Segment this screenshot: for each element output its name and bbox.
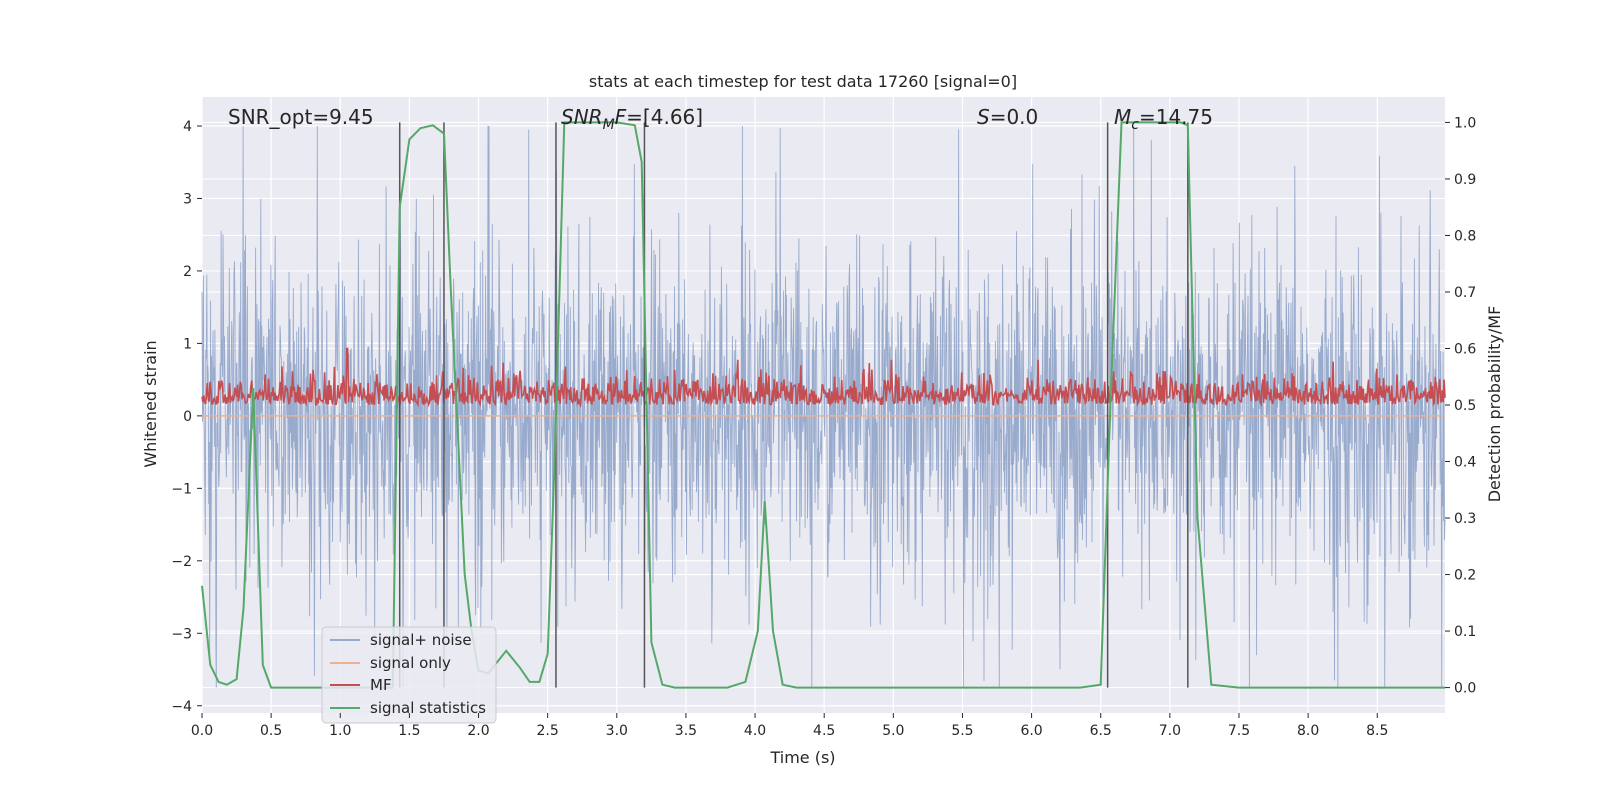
- axes: 0.0 0.5 1.0 1.5 2.0 2.5 3.0 3.5 4.0 4.5 5.0 5.5 6.0 6…: [171, 115, 1476, 739]
- legend-item-mf: MF: [330, 676, 392, 694]
- y-tick-label-left: 1: [183, 336, 192, 352]
- x-tick-label: 6.5: [1090, 723, 1112, 739]
- annotation-snr-mf-value: =[4.66]: [626, 105, 703, 129]
- x-tick-label: 2.0: [467, 723, 489, 739]
- x-tick-label: 0.0: [191, 723, 213, 739]
- x-tick-label: 8.0: [1297, 723, 1319, 739]
- y-tick-label-right: 0.8: [1454, 228, 1476, 244]
- annotation-mc: Mc=14.75: [1114, 105, 1213, 133]
- y-tick-label-left: −3: [171, 626, 192, 642]
- legend-item-signal-noise: signal+ noise: [330, 631, 472, 649]
- y-tick-label-left: −2: [171, 554, 192, 570]
- x-tick-label: 7.5: [1228, 723, 1250, 739]
- legend-box: [321, 626, 497, 724]
- legend: signal+ noise signal only MF signal stat…: [321, 626, 497, 724]
- y-tick-label-right: 0.0: [1454, 681, 1476, 697]
- y-tick-label-right: 0.1: [1454, 624, 1476, 640]
- x-tick-label: 8.5: [1366, 723, 1388, 739]
- legend-label-signal-statistics: signal statistics: [370, 699, 486, 717]
- x-tick-label: 3.5: [675, 723, 697, 739]
- y-tick-label-right: 0.2: [1454, 568, 1476, 584]
- y-axis-label-right: Detection probability/MF: [1485, 306, 1504, 503]
- plot-area: [201, 97, 1446, 713]
- y-tick-label-right: 0.5: [1454, 398, 1476, 414]
- series-signal-noise: [201, 125, 1446, 688]
- legend-label-signal-only: signal only: [370, 654, 451, 672]
- x-tick-label: 4.5: [813, 723, 835, 739]
- y-tick-label-left: 3: [183, 191, 192, 207]
- x-tick-label: 2.5: [537, 723, 559, 739]
- y-tick-label-left: 4: [183, 119, 192, 135]
- annotation-s-symbol: S: [977, 105, 990, 129]
- annotation-snr-mf: SNRMF=[4.66]: [561, 105, 703, 133]
- chart-title: stats at each timestep for test data 172…: [589, 72, 1017, 91]
- legend-item-signal-only: signal only: [330, 654, 451, 672]
- legend-item-signal-statistics: signal statistics: [330, 699, 486, 717]
- x-tick-label: 7.0: [1159, 723, 1181, 739]
- y-tick-label-left: 2: [183, 264, 192, 280]
- y-tick-label-right: 1.0: [1454, 115, 1476, 131]
- y-tick-label-right: 0.6: [1454, 341, 1476, 357]
- annotation-mc-subscript: c: [1131, 117, 1139, 133]
- x-axis-label: Time (s): [769, 748, 835, 767]
- y-axis-label-left: Whitened strain: [141, 340, 160, 467]
- annotations: SNR_opt=9.45 SNRMF=[4.66] S=0.0 Mc=14.75: [228, 105, 1213, 133]
- y-tick-label-left: −1: [171, 481, 192, 497]
- x-tick-label: 5.0: [882, 723, 904, 739]
- y-tick-label-right: 0.4: [1454, 455, 1476, 471]
- series-mf: [201, 347, 1446, 409]
- x-tick-label: 0.5: [260, 723, 282, 739]
- annotation-s: S=0.0: [977, 105, 1038, 129]
- y-tick-label-left: 0: [183, 409, 192, 425]
- x-tick-label: 1.0: [329, 723, 351, 739]
- y-tick-label-right: 0.7: [1454, 285, 1476, 301]
- annotation-snr-mf-subscript: M: [603, 117, 615, 133]
- x-tick-label: 1.5: [398, 723, 420, 739]
- x-tick-label: 4.0: [744, 723, 766, 739]
- legend-label-mf: MF: [370, 676, 392, 694]
- y-tick-label-right: 0.3: [1454, 511, 1476, 527]
- x-tick-label: 3.0: [606, 723, 628, 739]
- annotation-s-value: =0.0: [990, 105, 1039, 129]
- y-tick-label-left: −4: [171, 699, 192, 715]
- y-tick-label-right: 0.9: [1454, 172, 1476, 188]
- x-tick-label: 6.0: [1020, 723, 1042, 739]
- annotation-snr-opt: SNR_opt=9.45: [228, 105, 374, 129]
- annotation-snr-mf-symbol: SNR: [561, 105, 603, 129]
- annotation-snr-mf-symbol2: F: [615, 105, 627, 129]
- annotation-mc-value: =14.75: [1139, 105, 1213, 129]
- x-tick-label: 5.5: [951, 723, 973, 739]
- legend-label-signal-noise: signal+ noise: [370, 631, 472, 649]
- annotation-mc-symbol: M: [1114, 105, 1131, 129]
